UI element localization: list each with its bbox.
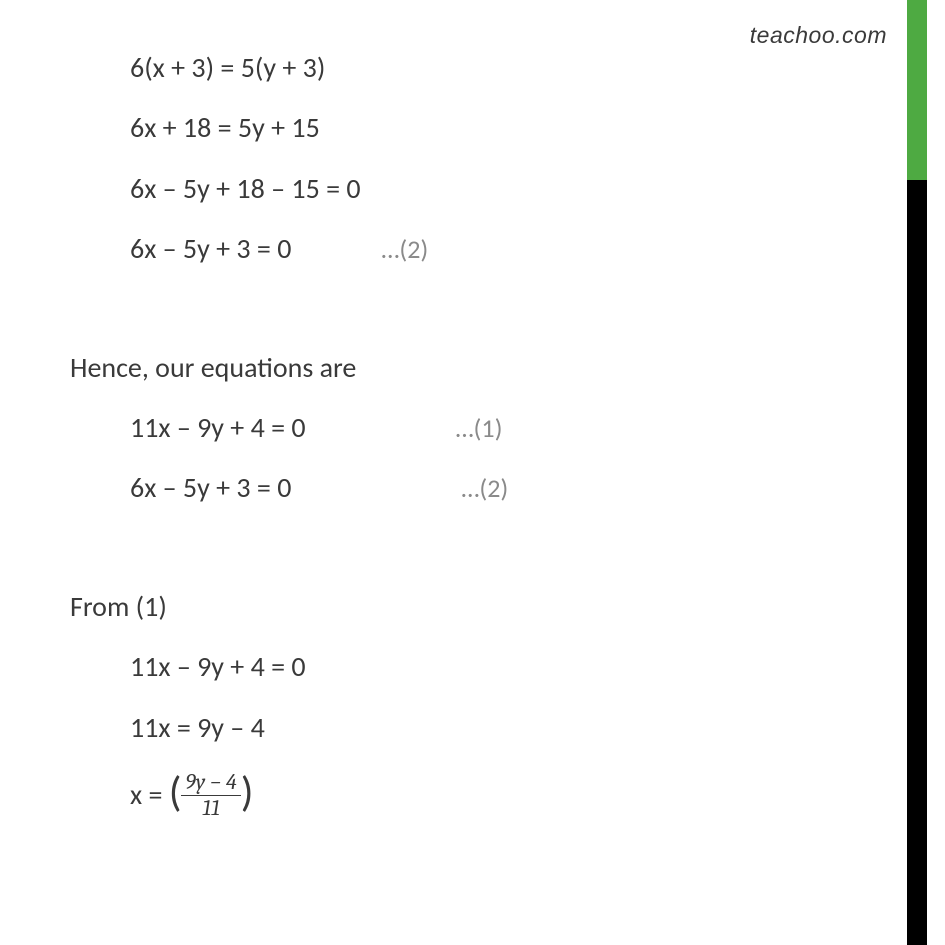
math-content: 6(x + 3) = 5(y + 3) 6x + 18 = 5y + 15 6x… [70, 50, 875, 825]
watermark: teachoo.com [750, 22, 887, 49]
equation-line: 6(x + 3) = 5(y + 3) [70, 50, 875, 86]
fraction: 9y − 411 [181, 771, 240, 820]
equation-line: 11x – 9y + 4 = 0 [70, 649, 875, 685]
section-text: Hence, our equations are [70, 350, 875, 386]
equation-line: 6x + 18 = 5y + 15 [70, 110, 875, 146]
equation-text: 6x – 5y + 3 = 0 [130, 231, 291, 266]
equation-line: x = (9y − 411) [70, 770, 875, 825]
side-stripe-green [907, 0, 927, 180]
equation-line: 6x – 5y + 3 = 0…(2) [70, 231, 875, 267]
paren-close: ) [241, 766, 254, 821]
paren-open: ( [169, 766, 182, 821]
equation-line: 11x – 9y + 4 = 0…(1) [70, 410, 875, 446]
equation-line: 6x – 5y + 3 = 0…(2) [70, 470, 875, 506]
fraction-numerator: 9y − 4 [181, 771, 240, 795]
equation-line: 11x = 9y – 4 [70, 710, 875, 746]
equation-text: x = [130, 777, 169, 812]
side-stripe-black [907, 180, 927, 945]
equation-text: 6x – 5y + 3 = 0 [130, 470, 291, 505]
equation-text: 11x – 9y + 4 = 0 [130, 410, 306, 445]
fraction-denominator: 11 [181, 795, 240, 820]
section-text: From (1) [70, 589, 875, 625]
equation-ref: …(2) [291, 472, 508, 504]
equation-ref: …(1) [306, 412, 503, 444]
equation-ref: …(2) [291, 233, 428, 265]
equation-line: 6x – 5y + 18 – 15 = 0 [70, 171, 875, 207]
